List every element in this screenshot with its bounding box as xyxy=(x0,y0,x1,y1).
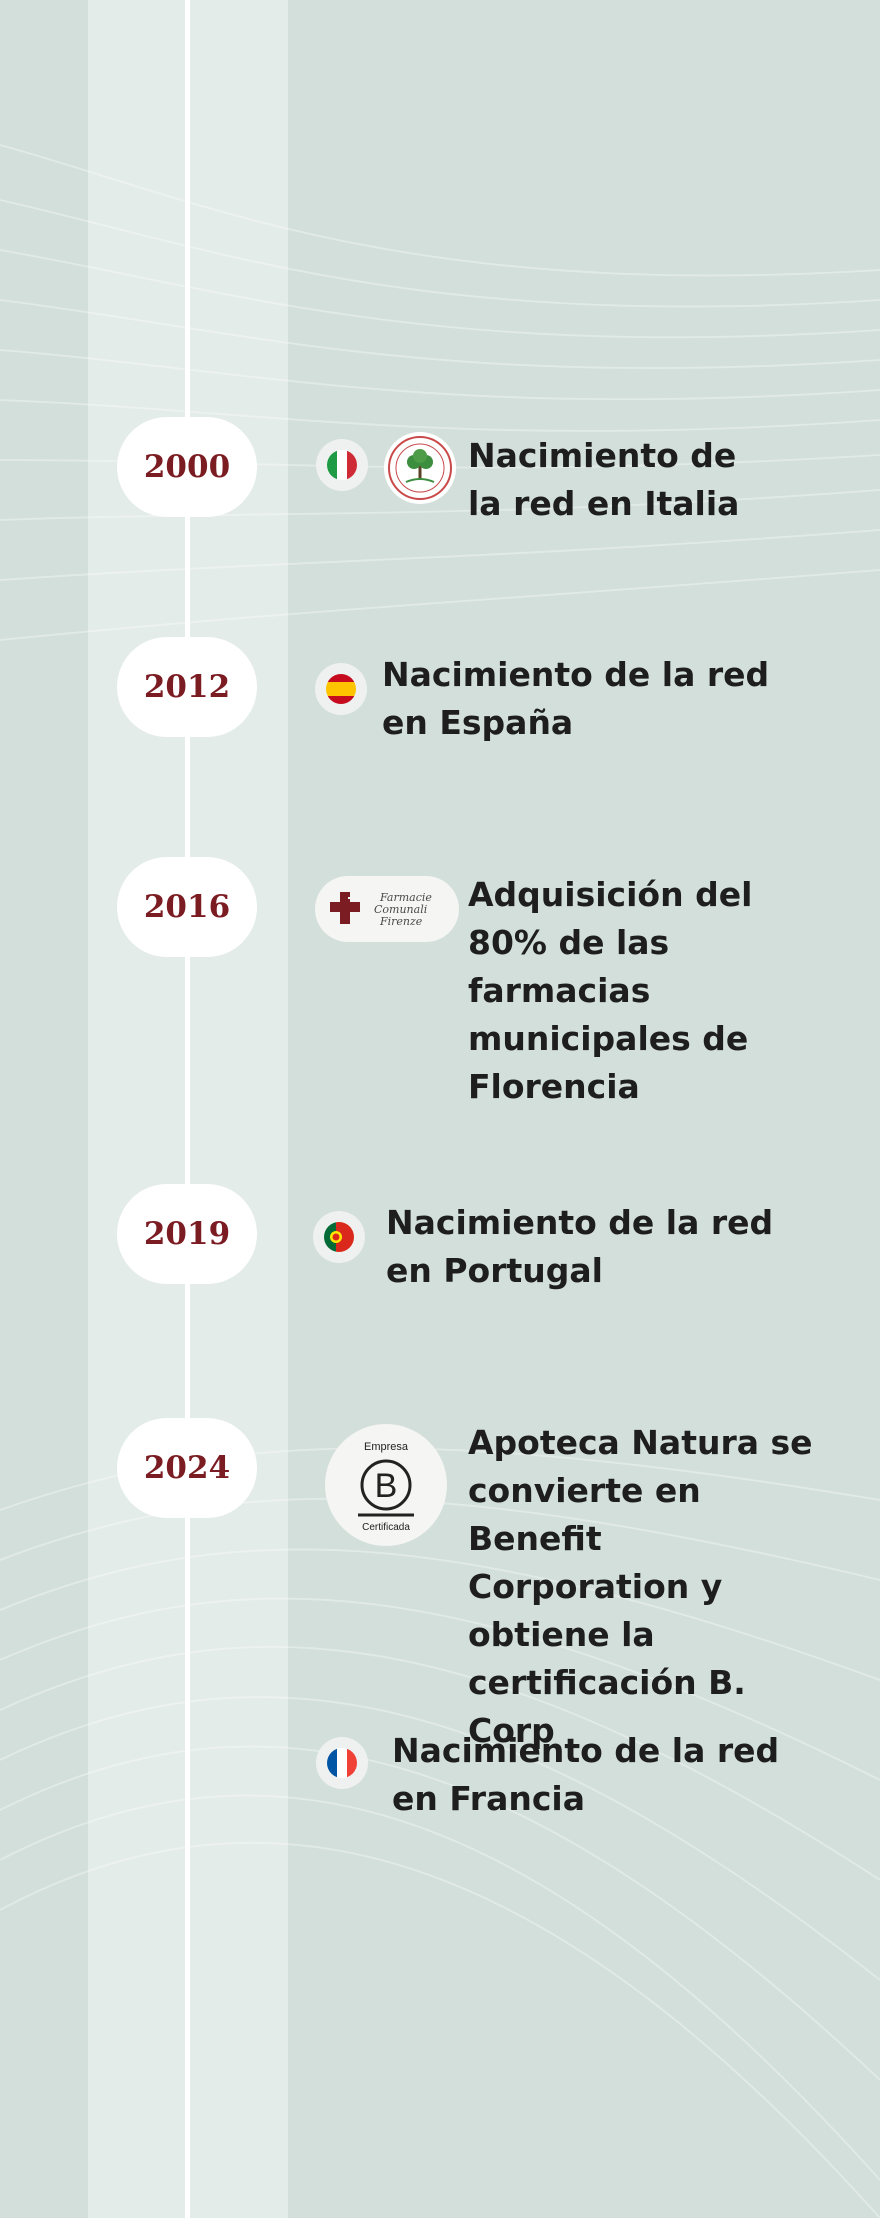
svg-text:Firenze: Firenze xyxy=(379,915,423,928)
france-flag-icon xyxy=(316,1737,368,1789)
svg-text:Farmacie: Farmacie xyxy=(379,891,432,904)
svg-text:Certificada: Certificada xyxy=(362,1522,410,1533)
svg-text:B: B xyxy=(375,1467,398,1505)
event-2019-portugal: Nacimiento de la red en Portugal xyxy=(386,1199,806,1295)
event-2024-france: Nacimiento de la red en Francia xyxy=(392,1727,812,1823)
portugal-flag-icon xyxy=(313,1211,365,1263)
svg-text:Comunali: Comunali xyxy=(374,903,427,916)
timeline-axis xyxy=(185,0,190,2218)
event-2012-spain: Nacimiento de la red en España xyxy=(382,651,802,747)
svg-text:Empresa: Empresa xyxy=(364,1441,409,1453)
year-label: 2019 xyxy=(143,1216,231,1252)
apoteca-natura-logo xyxy=(384,432,456,504)
italy-flag-icon xyxy=(316,439,368,491)
event-2024-bcorp: Apoteca Natura se convierte en Benefit C… xyxy=(468,1419,818,1755)
year-label: 2000 xyxy=(143,449,231,485)
year-label: 2012 xyxy=(143,669,231,705)
farmacie-comunali-firenze-logo: Farmacie Comunali Firenze xyxy=(315,876,459,942)
year-badge-2012: 2012 xyxy=(117,637,257,737)
spain-flag-icon xyxy=(315,663,367,715)
year-badge-2000: 2000 xyxy=(117,417,257,517)
event-text: Nacimiento de la red en España xyxy=(382,655,770,742)
event-text: Nacimiento de la red en Italia xyxy=(468,436,740,523)
year-label: 2024 xyxy=(143,1450,231,1486)
year-badge-2024: 2024 xyxy=(117,1418,257,1518)
event-text: Adquisición del 80% de las farmacias mun… xyxy=(468,875,753,1106)
year-badge-2016: 2016 xyxy=(117,857,257,957)
event-2000-italy: Nacimiento de la red en Italia xyxy=(468,432,768,528)
year-badge-2019: 2019 xyxy=(117,1184,257,1284)
event-text: Nacimiento de la red en Portugal xyxy=(386,1203,774,1290)
event-text: Apoteca Natura se convierte en Benefit C… xyxy=(468,1423,813,1750)
event-2016-florence: Adquisición del 80% de las farmacias mun… xyxy=(468,871,758,1111)
event-text: Nacimiento de la red en Francia xyxy=(392,1731,780,1818)
year-label: 2016 xyxy=(143,889,231,925)
b-corp-certified-logo: Empresa B Certificada xyxy=(325,1424,447,1546)
